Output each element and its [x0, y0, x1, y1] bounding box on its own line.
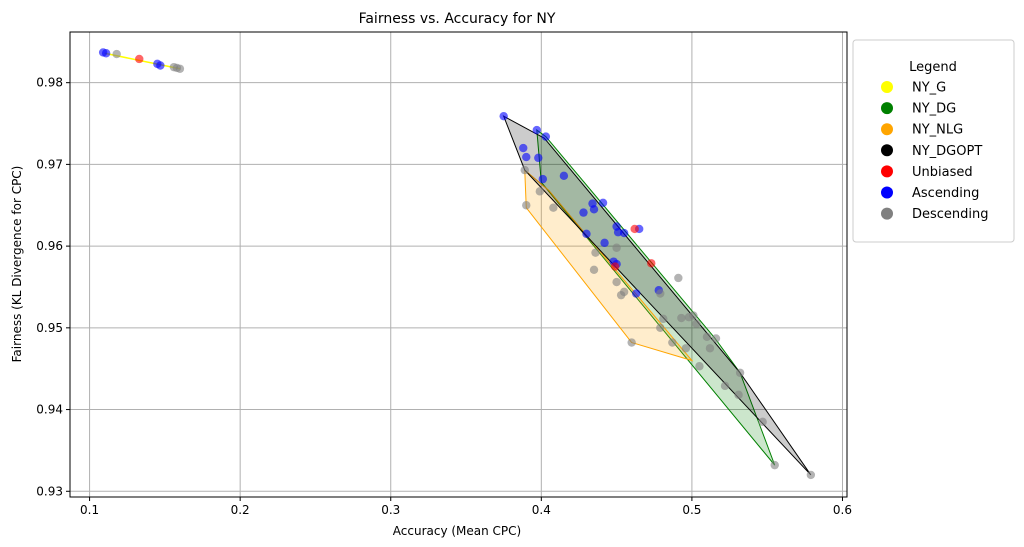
point-descending	[668, 338, 677, 347]
legend-marker	[881, 102, 893, 115]
y-tick-label: 0.94	[36, 403, 63, 417]
point-descending	[612, 243, 621, 252]
x-tick-label: 0.2	[231, 503, 250, 517]
point-ascending	[589, 205, 599, 214]
legend-label: NY_DGOPT	[912, 144, 982, 159]
legend-label: Ascending	[912, 186, 979, 201]
point-ascending	[101, 49, 111, 58]
point-ascending	[600, 238, 609, 248]
y-tick-label: 0.93	[36, 484, 63, 498]
legend-marker	[881, 123, 893, 136]
x-tick-label: 0.5	[682, 503, 701, 517]
point-descending	[175, 64, 185, 73]
point-descending	[112, 49, 121, 59]
legend-frame	[852, 39, 1015, 243]
point-descending	[659, 314, 668, 324]
point-ascending	[541, 132, 551, 141]
point-descending	[520, 165, 529, 175]
point-descending	[689, 311, 698, 320]
point-descending	[711, 334, 721, 343]
legend-marker	[881, 81, 893, 93]
point-descending	[702, 332, 712, 342]
point-descending	[705, 344, 715, 353]
point-descending	[720, 381, 730, 391]
point-descending	[535, 187, 545, 196]
legend-entry: NY_DGOPT	[881, 144, 982, 159]
point-descending	[674, 273, 683, 283]
point-descending	[735, 368, 745, 377]
legend-entry: Ascending	[881, 186, 979, 201]
point-descending	[681, 344, 691, 353]
legend-marker	[881, 186, 893, 199]
point-descending	[734, 390, 743, 400]
x-tick-label: 0.4	[532, 503, 551, 517]
point-descending	[758, 417, 767, 427]
legend-entry: Descending	[881, 207, 989, 222]
point-descending	[656, 323, 665, 333]
point-descending	[692, 319, 701, 328]
legend-label: NY_NLG	[912, 123, 963, 138]
point-unbiased	[610, 262, 620, 271]
legend-entry: Unbiased	[881, 165, 973, 180]
y-tick-label: 0.96	[36, 239, 63, 253]
point-ascending	[619, 228, 629, 238]
axis-ticks: 0.1 0.2 0.3 0.4 0.5 0.6 0.93 0.94 0.95 0.96 0.97 0.…	[36, 76, 852, 517]
x-tick-label: 0.1	[80, 503, 99, 517]
y-tick-label: 0.97	[36, 157, 63, 171]
point-descending	[591, 248, 600, 257]
legend-marker	[881, 144, 893, 157]
y-tick-label: 0.95	[36, 321, 63, 335]
point-ascending	[538, 174, 548, 184]
point-descending	[656, 289, 665, 298]
point-descending	[619, 287, 629, 297]
legend-entry: NY_G	[881, 81, 946, 96]
point-ascending	[534, 153, 543, 163]
legend-marker	[881, 165, 893, 178]
point-ascending	[598, 198, 608, 207]
point-ascending	[519, 143, 528, 153]
x-axis-label: Accuracy (Mean CPC)	[393, 524, 521, 538]
legend-label: Unbiased	[912, 165, 973, 180]
legend-label: NY_G	[912, 81, 946, 96]
point-ascending	[156, 61, 165, 70]
point-ascending	[499, 111, 508, 121]
legend-title: Legend	[909, 60, 957, 75]
x-tick-label: 0.3	[381, 503, 400, 517]
point-ascending	[532, 125, 542, 135]
point-unbiased	[135, 54, 144, 64]
y-axis-label: Fairness (KL Divergence for CPC)	[10, 166, 24, 363]
legend-label: Descending	[912, 207, 989, 222]
legend-entry: NY_NLG	[881, 123, 963, 138]
point-ascending	[582, 229, 591, 239]
x-tick-label: 0.6	[833, 503, 852, 517]
plot-frame	[69, 31, 848, 498]
point-descending	[589, 265, 599, 275]
point-descending	[549, 203, 558, 212]
chart-title: Fairness vs. Accuracy for NY	[359, 11, 556, 27]
point-ascending	[631, 289, 641, 298]
point-descending	[695, 362, 704, 371]
point-descending	[612, 277, 621, 287]
point-descending	[770, 460, 779, 470]
point-unbiased	[647, 259, 656, 268]
point-descending	[806, 470, 816, 480]
data-points	[98, 48, 816, 480]
point-ascending	[579, 208, 588, 217]
legend: Legend NY_G NY_DG NY_NLG NY_DGOPT Unbiased As…	[852, 39, 1015, 243]
point-descending	[627, 338, 636, 347]
point-descending	[522, 201, 531, 210]
legend-marker	[881, 207, 893, 220]
point-ascending	[559, 171, 569, 181]
grid	[70, 32, 847, 497]
point-ascending	[522, 152, 531, 162]
y-tick-label: 0.98	[36, 76, 63, 90]
point-descending	[677, 313, 686, 323]
legend-label: NY_DG	[912, 102, 956, 117]
point-unbiased	[630, 224, 639, 234]
legend-entry: NY_DG	[881, 102, 956, 117]
